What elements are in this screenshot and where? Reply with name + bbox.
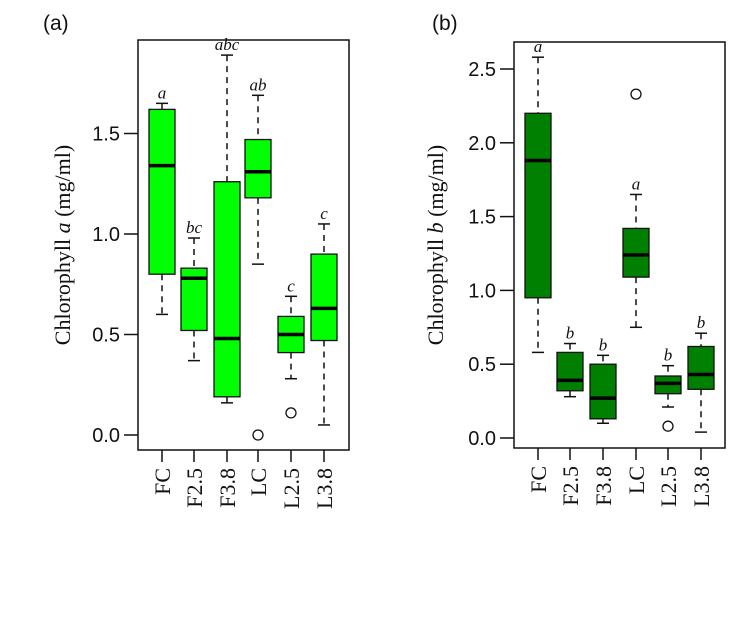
box-LC: a [622,88,650,329]
significance-letter: ab [250,75,267,94]
panel-label: (a) [43,12,69,35]
y-axis-title-italic: b [423,222,448,233]
iqr-box [148,108,176,275]
significance-letter: bc [186,218,203,237]
significance-letter: abc [215,35,240,54]
outlier-point [630,88,642,100]
box-L3.8: c [310,204,338,426]
plot-frame [513,41,726,449]
y-tick-label: 0.0 [468,428,496,450]
x-tick-label: L3.8 [689,466,714,507]
y-tick-label: 1.5 [92,124,120,146]
x-tick-label: LC [246,468,271,496]
x-tick-label: L2.5 [656,466,681,507]
x-tick-label: F3.8 [215,468,240,508]
iqr-box [622,227,650,278]
outlier-point [285,407,297,419]
iqr-box [589,363,617,420]
y-tick-label: 1.0 [468,280,496,302]
y-tick-label: 2.0 [468,133,496,155]
y-tick-label: 1.0 [92,224,120,246]
y-tick-label: 2.5 [468,59,496,81]
iqr-box [687,345,715,390]
x-tick-label: F2.5 [558,466,583,506]
box-L3.8: b [687,313,715,433]
significance-letter: a [534,37,543,56]
box-F2.5: b [556,324,584,398]
significance-letter: a [632,174,641,193]
box-F2.5: bc [180,218,208,362]
significance-letter: c [287,276,295,295]
panel-b: (b) 0.0 0.5 1.0 1.5 2.0 2.5 Chlorophyll b (mg/m… [423,12,726,507]
y-axis-title-suffix: (mg/ml) [423,145,448,223]
y-tick-label: 0.5 [468,354,496,376]
outlier-point [662,420,674,432]
x-tick-label: F3.8 [591,466,616,506]
box-FC: a [524,37,552,354]
iqr-box [244,138,272,199]
y-axis-title: Chlorophyll a (mg/ml) [50,145,75,345]
significance-letter: b [664,346,673,365]
significance-letter: b [697,313,706,332]
iqr-box [310,253,338,342]
y-axis-title-italic: a [50,222,75,233]
significance-letter: b [599,335,608,354]
x-tick-label: L2.5 [279,468,304,509]
x-tick-label: LC [624,466,649,494]
outlier-point [252,429,264,441]
x-tick-label: FC [526,466,551,493]
y-axis-title-suffix: (mg/ml) [50,145,75,223]
box-FC: a [148,83,176,316]
y-axis-title-prefix: Chlorophyll [423,233,448,345]
panel-label: (b) [432,12,458,35]
y-tick-label: 1.5 [468,207,496,229]
x-tick-label: L3.8 [312,468,337,509]
box-F3.8: b [589,335,617,424]
y-axis-title: Chlorophyll b (mg/ml) [423,145,448,345]
box-LC: ab [244,75,272,441]
iqr-box [524,112,552,299]
iqr-box [213,181,241,398]
box-L2.5: b [654,346,682,432]
plot-frame [137,39,350,451]
y-axis-title-prefix: Chlorophyll [50,233,75,345]
x-tick-label: F2.5 [182,468,207,508]
significance-letter: a [158,83,167,102]
iqr-box [556,351,584,392]
significance-letter: b [566,324,575,343]
y-tick-label: 0.0 [92,425,120,447]
x-tick-label: FC [150,468,175,495]
significance-letter: c [320,204,328,223]
box-L2.5: c [277,276,305,419]
box-F3.8: abc [213,35,241,404]
y-tick-label: 0.5 [92,325,120,347]
